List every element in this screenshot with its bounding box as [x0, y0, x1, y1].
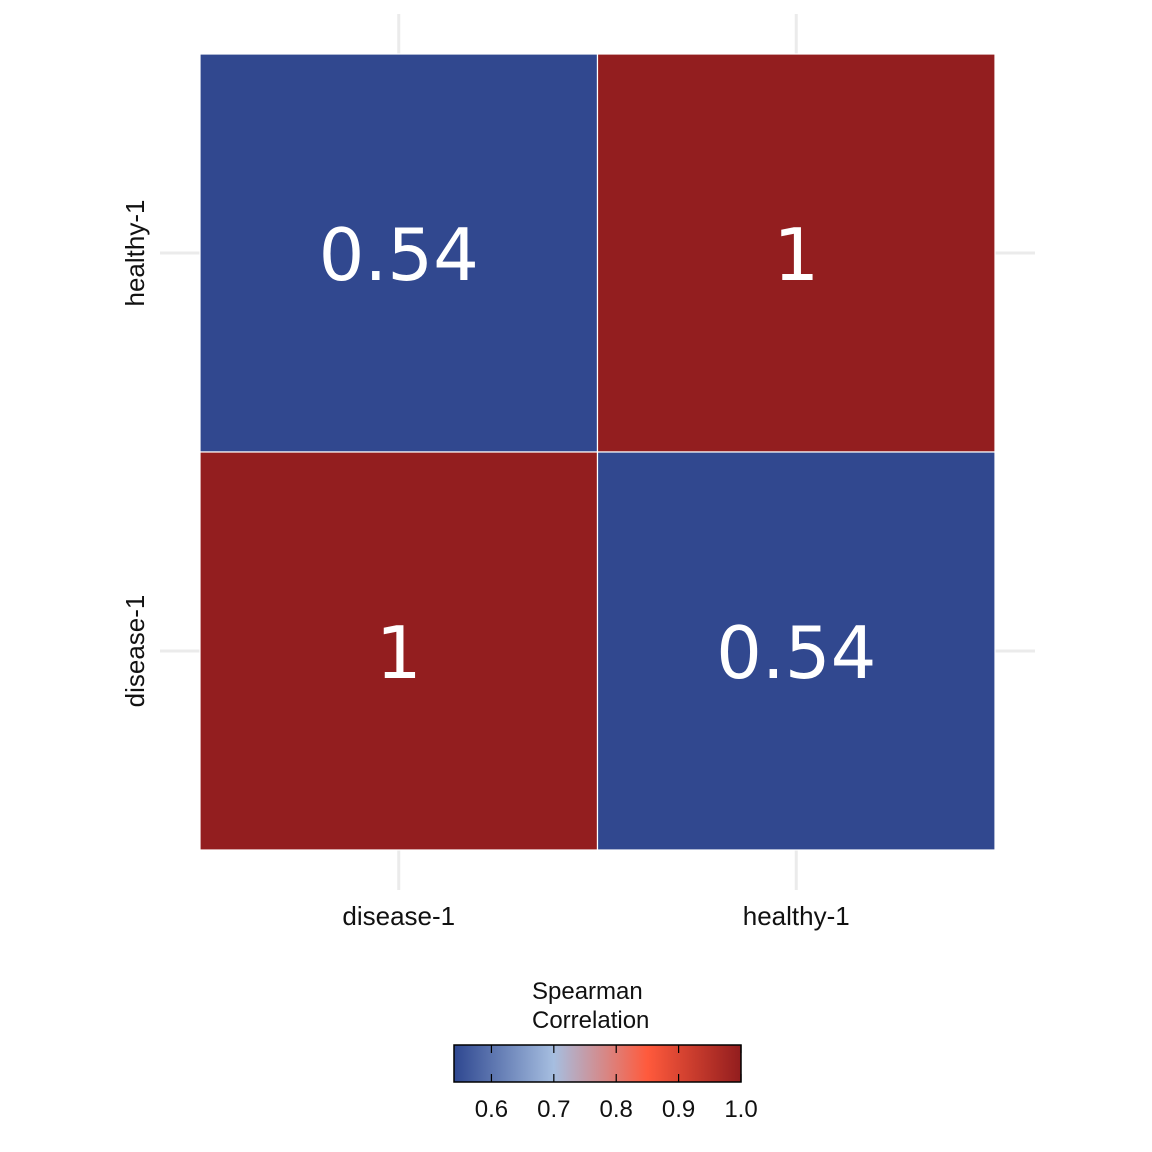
legend-tick-label: 1.0	[724, 1096, 757, 1123]
heatmap-cells	[199, 53, 996, 851]
legend-title-line: Spearman	[532, 978, 643, 1005]
heatmap-cell-disease-1-healthy-1	[199, 53, 599, 453]
legend-tick-label: 0.8	[600, 1096, 633, 1123]
heatmap-cell-disease-1-disease-1	[199, 451, 599, 851]
cell-value-label: 1	[773, 213, 819, 297]
legend-title-line: Correlation	[532, 1007, 649, 1034]
legend-tick-label: 0.7	[537, 1096, 570, 1123]
x-axis-tick-labels: disease-1 healthy-1	[342, 901, 849, 931]
cell-value-label: 0.54	[319, 213, 479, 297]
legend-colorbar	[453, 1044, 742, 1083]
x-tick-label: disease-1	[342, 901, 455, 931]
legend-tick-label: 0.6	[475, 1096, 508, 1123]
y-tick-label: disease-1	[120, 595, 150, 708]
y-tick-label: healthy-1	[120, 200, 150, 307]
legend-tick-label: 0.9	[662, 1096, 695, 1123]
y-axis-tick-labels: disease-1 healthy-1	[120, 200, 150, 708]
cell-value-label: 1	[376, 611, 422, 695]
heatmap-cell-healthy-1-disease-1	[596, 451, 996, 851]
cell-labels: 0.54 1 1 0.54	[319, 213, 877, 695]
x-tick-label: healthy-1	[743, 901, 850, 931]
cell-value-label: 0.54	[716, 611, 876, 695]
